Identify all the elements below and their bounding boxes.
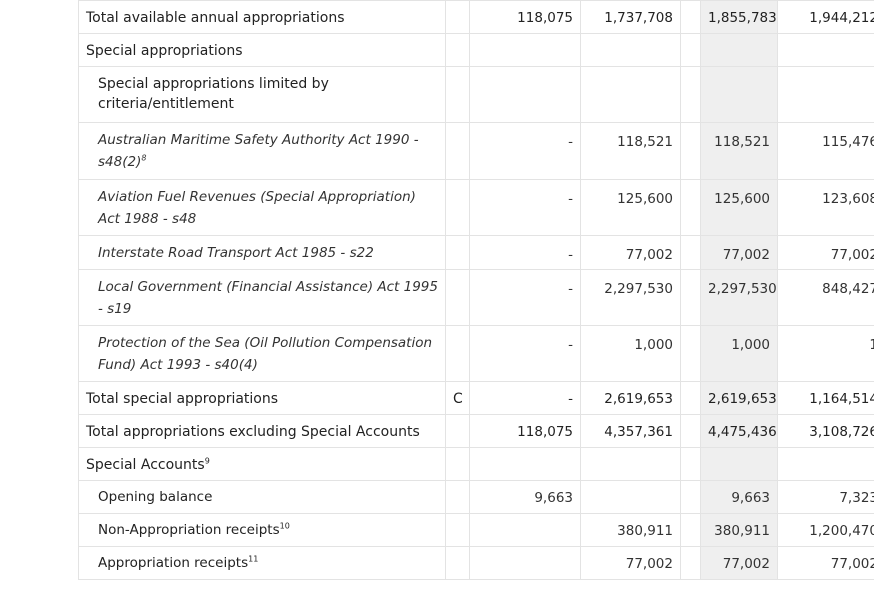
value-cell: 77,002: [580, 546, 681, 580]
table-row: Protection of the Sea (Oil Pollution Com…: [78, 325, 874, 382]
value-cell: 115,476: [777, 122, 874, 180]
value-cell: 125,600: [700, 179, 778, 236]
value-cell: 1,200,470: [777, 513, 874, 547]
value-cell: [580, 480, 681, 514]
spacer-cell: [680, 0, 701, 34]
value-cell: 118,075: [469, 0, 581, 34]
value-cell: -: [469, 325, 581, 382]
row-label: Protection of the Sea (Oil Pollution Com…: [78, 325, 446, 382]
value-cell: 118,521: [700, 122, 778, 180]
value-cell: 9,663: [469, 480, 581, 514]
value-cell: 125,600: [580, 179, 681, 236]
value-cell: 2,297,530: [700, 269, 778, 326]
row-label: Interstate Road Transport Act 1985 - s22: [78, 235, 446, 270]
subsection-heading: Special appropriations limited by criter…: [78, 66, 446, 123]
value-cell: 848,427: [777, 269, 874, 326]
table-row: Special appropriations limited by criter…: [78, 66, 874, 123]
value-cell: [469, 513, 581, 547]
row-label: Total special appropriations: [78, 381, 446, 415]
table-row: Australian Maritime Safety Authority Act…: [78, 122, 874, 180]
value-cell: 123,608: [777, 179, 874, 236]
value-cell: 2,619,653: [580, 381, 681, 415]
row-label: Total available annual appropriations: [78, 0, 446, 34]
value-cell: 4,357,361: [580, 414, 681, 448]
row-label: Appropriation receipts11: [78, 546, 446, 580]
value-cell: 7,323: [777, 480, 874, 514]
value-cell: 1,737,708: [580, 0, 681, 34]
row-label: Opening balance: [78, 480, 446, 514]
row-label: Local Government (Financial Assistance) …: [78, 269, 446, 326]
table-row: Total special appropriations C - 2,619,6…: [78, 381, 874, 415]
value-cell: 2,297,530: [580, 269, 681, 326]
value-cell: 1,855,783: [700, 0, 778, 34]
value-cell: 118,521: [580, 122, 681, 180]
value-cell: 1,944,212: [777, 0, 874, 34]
table-row: Local Government (Financial Assistance) …: [78, 269, 874, 326]
value-cell: 118,075: [469, 414, 581, 448]
table-row: Non-Appropriation receipts10 380,911 380…: [78, 513, 874, 547]
table-row: Total available annual appropriations 11…: [78, 0, 874, 34]
value-cell: 4,475,436: [700, 414, 778, 448]
value-cell: 1,000: [580, 325, 681, 382]
table-row: Special Accounts9: [78, 447, 874, 481]
table-row: Opening balance 9,663 9,663 7,323: [78, 480, 874, 514]
value-cell: 1,164,514: [777, 381, 874, 415]
value-cell: -: [469, 269, 581, 326]
value-cell: 380,911: [580, 513, 681, 547]
row-label: Australian Maritime Safety Authority Act…: [78, 122, 446, 180]
value-cell: -: [469, 179, 581, 236]
value-cell: 77,002: [580, 235, 681, 270]
note-cell: [445, 0, 470, 34]
value-cell: -: [469, 235, 581, 270]
row-label: Total appropriations excluding Special A…: [78, 414, 446, 448]
table-row: Special appropriations: [78, 33, 874, 67]
value-cell: -: [469, 381, 581, 415]
row-label: Aviation Fuel Revenues (Special Appropri…: [78, 179, 446, 236]
value-cell: 9,663: [700, 480, 778, 514]
row-label: Non-Appropriation receipts10: [78, 513, 446, 547]
table-row: Aviation Fuel Revenues (Special Appropri…: [78, 179, 874, 236]
table-row: Interstate Road Transport Act 1985 - s22…: [78, 235, 874, 270]
section-heading: Special appropriations: [78, 33, 446, 67]
value-cell: 77,002: [777, 235, 874, 270]
value-cell: 380,911: [700, 513, 778, 547]
value-cell: 1,000: [700, 325, 778, 382]
table-row: Appropriation receipts11 77,002 77,002 7…: [78, 546, 874, 580]
section-heading: Special Accounts9: [78, 447, 446, 481]
value-cell: 77,002: [700, 235, 778, 270]
table-row: Total appropriations excluding Special A…: [78, 414, 874, 448]
value-cell: 2,619,653: [700, 381, 778, 415]
note-cell: C: [445, 381, 470, 415]
value-cell: [469, 546, 581, 580]
value-cell: -: [469, 122, 581, 180]
value-cell: 1: [777, 325, 874, 382]
value-cell: 77,002: [777, 546, 874, 580]
appropriations-table: Total available annual appropriations 11…: [78, 0, 874, 580]
value-cell: 77,002: [700, 546, 778, 580]
value-cell: 3,108,726: [777, 414, 874, 448]
